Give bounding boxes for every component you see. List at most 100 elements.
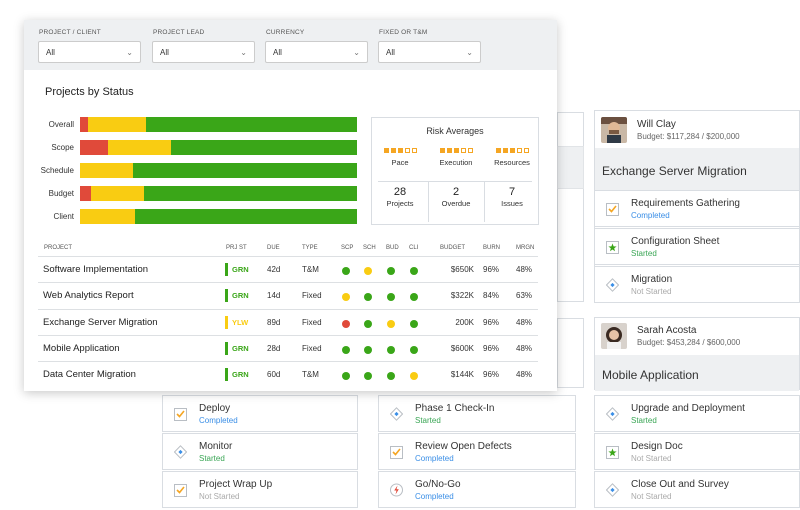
task-item[interactable]: Requirements Gathering Completed [594, 190, 800, 227]
diamond-icon [389, 406, 403, 421]
risk-stat-value: 2 [452, 186, 460, 198]
table-row[interactable]: Mobile Application GRN 28d Fixed $600K 96% 48% [38, 334, 538, 361]
table-row[interactable]: Exchange Server Migration YLW 89d Fixed 200K… [38, 308, 538, 335]
risk-metric-label: Pace [391, 158, 409, 167]
status-bar-label: Scope [51, 143, 74, 152]
bud-status-dot [387, 293, 395, 302]
status-bar [80, 163, 357, 178]
checkbox-icon [605, 201, 619, 216]
project-name[interactable]: Software Implementation [43, 264, 149, 275]
project-name[interactable]: Data Center Migration [43, 369, 136, 381]
hidden-card-body-1 [557, 112, 584, 302]
project-title: Mobile Application [602, 368, 699, 382]
task-name: Project Wrap Up [199, 478, 273, 490]
risk-stat: 2 Overdue [428, 186, 484, 208]
diamond-icon [605, 277, 619, 292]
budget-value: $650K [450, 265, 474, 274]
task-item[interactable]: Go/No-Go Completed [378, 471, 576, 508]
diamond-icon [605, 482, 619, 497]
status-bar-segment-green [135, 209, 357, 224]
status-bar-segment-yellow [80, 163, 133, 178]
cli-status-dot [410, 267, 418, 275]
task-item[interactable]: Upgrade and Deployment Started [594, 395, 800, 432]
risk-metric-label: Resources [494, 158, 530, 167]
risk-stat-value: 7 [508, 186, 516, 198]
status-badge: GRN [225, 289, 249, 303]
type-value: Fixed [302, 291, 322, 301]
status-bar-segment-yellow [107, 140, 172, 155]
table-row[interactable]: Web Analytics Report GRN 14d Fixed $322K 84% 6… [38, 282, 538, 308]
task-item[interactable]: Phase 1 Check-In Started [378, 395, 576, 432]
due-value: 28d [267, 343, 281, 353]
cli-status-dot [410, 319, 418, 328]
status-bar-label: Schedule [40, 166, 74, 175]
task-item[interactable]: Deploy Completed [162, 395, 358, 432]
scp-status-dot [342, 372, 350, 381]
column-header: PRJ ST [226, 245, 247, 251]
status-bar [80, 117, 357, 132]
type-value: Fixed [302, 343, 322, 353]
task-item[interactable]: Review Open Defects Completed [378, 433, 576, 470]
filter-label-project-lead: PROJECT LEAD [153, 29, 205, 36]
filter-label-currency: CURRENCY [266, 29, 305, 36]
task-status: Completed [199, 415, 238, 425]
risk-stat-label: Overdue [441, 199, 471, 208]
lead-budget: Budget: $453,284 / $600,000 [637, 338, 741, 347]
chevron-down-icon: ⌄ [466, 48, 473, 57]
project-name[interactable]: Exchange Server Migration [43, 316, 158, 328]
risk-level-indicator [428, 148, 484, 153]
sch-status-dot [364, 293, 372, 302]
status-badge: YLW [225, 315, 248, 329]
diamond-icon [173, 444, 187, 459]
status-bar-segment-green [171, 140, 357, 155]
currency-select[interactable]: All ⌄ [265, 41, 368, 63]
column-header: SCH [363, 245, 376, 251]
status-bar-segment-green [132, 163, 357, 178]
risk-stat-label: Projects [386, 199, 414, 208]
task-item[interactable]: Close Out and Survey Not Started [594, 471, 800, 508]
scp-status-dot [342, 319, 350, 328]
project-client-select[interactable]: All ⌄ [38, 41, 141, 63]
scp-status-dot [342, 345, 350, 354]
table-row[interactable]: Software Implementation GRN 42d T&M $650K 96%… [38, 256, 538, 282]
filter-bar: PROJECT / CLIENT All ⌄ PROJECT LEAD All ⌄ … [24, 20, 557, 70]
margin-value: 48% [516, 370, 533, 380]
column-header: BURN [483, 245, 501, 251]
task-status: Started [631, 248, 657, 258]
task-status: Completed [631, 210, 670, 220]
margin-value: 48% [516, 317, 533, 327]
task-status: Started [199, 453, 225, 463]
status-bar-segment-red [80, 117, 89, 132]
status-bar-segment-red [80, 186, 92, 201]
status-bar [80, 209, 357, 224]
project-name[interactable]: Web Analytics Report [43, 290, 134, 302]
due-value: 14d [267, 291, 281, 301]
task-item[interactable]: Project Wrap Up Not Started [162, 471, 358, 508]
diamond-icon [605, 406, 619, 421]
filter-label-project-client: PROJECT / CLIENT [39, 29, 101, 36]
task-item[interactable]: Monitor Started [162, 433, 358, 470]
sch-status-dot [364, 372, 372, 381]
fixed-tm-select[interactable]: All ⌄ [378, 41, 481, 63]
table-row[interactable]: Data Center Migration GRN 60d T&M $144K 96% 48… [38, 361, 538, 387]
risk-level-indicator [372, 148, 428, 153]
budget-value: $600K [450, 343, 474, 353]
task-item[interactable]: Migration Not Started [594, 266, 800, 303]
bud-status-dot [387, 267, 395, 275]
task-name: Phase 1 Check-In [415, 402, 495, 414]
project-card-sarah-acosta[interactable]: Sarah Acosta Budget: $453,284 / $600,000… [594, 317, 800, 391]
projects-dashboard-panel: PROJECT / CLIENT All ⌄ PROJECT LEAD All ⌄ … [24, 20, 557, 391]
task-item[interactable]: Configuration Sheet Started [594, 228, 800, 265]
due-value: 60d [267, 370, 281, 380]
project-lead-select[interactable]: All ⌄ [152, 41, 255, 63]
hidden-card-head-1b [557, 146, 584, 189]
status-badge: GRN [225, 263, 249, 276]
task-item[interactable]: Design Doc Not Started [594, 433, 800, 470]
star-icon [605, 444, 619, 459]
column-header: PROJECT [44, 245, 73, 251]
column-header: BUD [386, 245, 399, 251]
project-name[interactable]: Mobile Application [43, 342, 120, 354]
checkbox-icon [389, 444, 403, 459]
column-header: BUDGET [440, 245, 466, 251]
scp-status-dot [342, 293, 350, 302]
